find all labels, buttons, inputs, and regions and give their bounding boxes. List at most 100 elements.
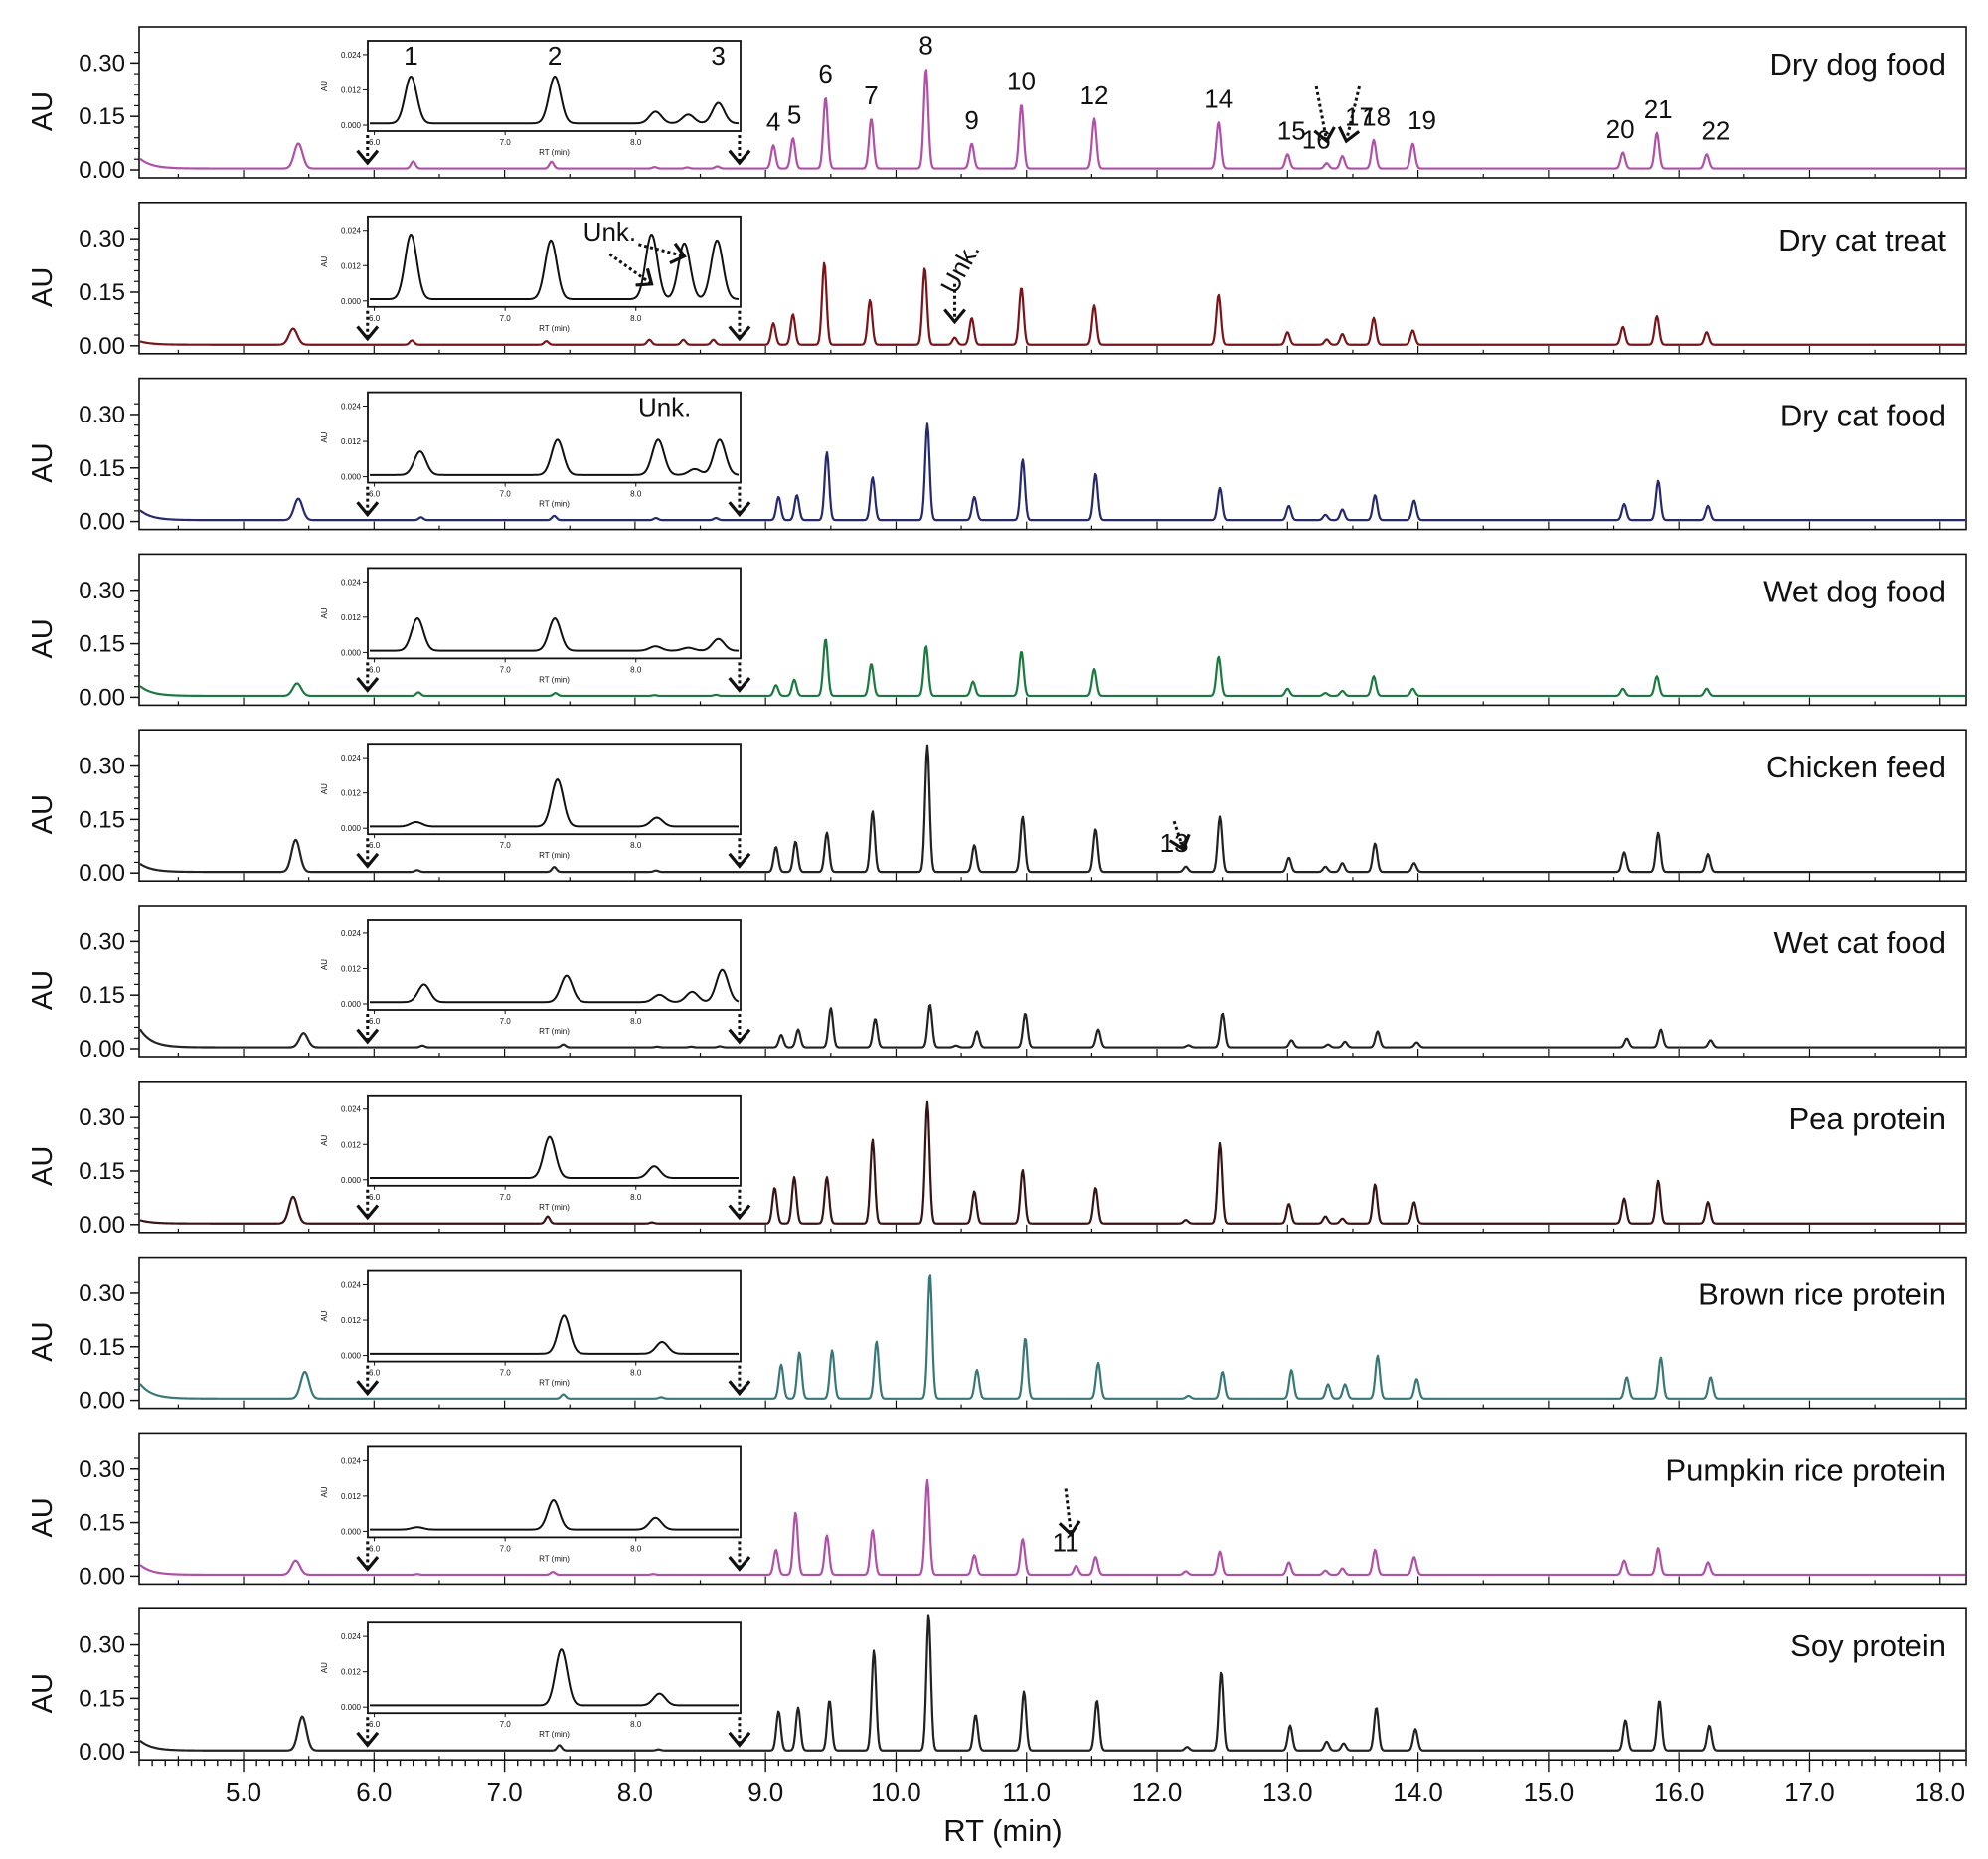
zoom-range-arrow-head <box>356 1731 380 1748</box>
x-tick-label: 8.0 <box>617 1777 653 1807</box>
y-tick-label: 0.30 <box>79 402 125 428</box>
panel-pea-protein: 0.00 0.15 0.30 AU Pea protein 0.000 0.012 0.024… <box>27 1081 1967 1239</box>
y-axis-label: AU <box>27 267 59 307</box>
unk-arrow-c <box>943 283 966 325</box>
panel-frame <box>138 202 1967 355</box>
zoom-range-arrow <box>728 662 751 693</box>
zoom-range-arrow <box>728 1717 751 1748</box>
unk-arrow-a <box>608 253 654 287</box>
inset-x-tick-label: 7.0 <box>500 1720 512 1729</box>
inset-peak-label: 2 <box>548 41 562 71</box>
zoom-range-arrow <box>356 1189 380 1221</box>
peak-label: 12 <box>1080 81 1109 110</box>
inset-y-tick-label: 0.012 <box>341 613 362 622</box>
inset: 0.000 0.012 0.024 AU 6.0 7.0 8.0 RT (min) <box>320 1094 742 1212</box>
peak-17-arrow-head <box>1337 125 1361 144</box>
inset-x-tick-label: 6.0 <box>369 138 381 147</box>
peak-11-arrow <box>1058 1488 1081 1537</box>
zoom-range-arrow <box>356 1014 380 1045</box>
unk-arrow-a-shaft <box>608 253 653 286</box>
panel-frame <box>138 905 1967 1058</box>
panel-frame <box>138 1081 1967 1234</box>
panel-wet-dog-food: 0.00 0.15 0.30 AU Wet dog food 0.000 0.012 0.02… <box>27 553 1967 711</box>
inset-y-tick-label: 0.000 <box>341 1703 362 1712</box>
x-tick-label: 15.0 <box>1524 1777 1574 1807</box>
inset-x-tick-label: 8.0 <box>630 1544 642 1553</box>
inset: 0.000 0.012 0.024 AU 6.0 7.0 8.0 RT (min) Unk. <box>320 391 742 509</box>
inset: 0.000 0.012 0.024 AU 6.0 7.0 8.0 RT (min) <box>320 1621 742 1739</box>
y-axis-label: AU <box>27 794 59 834</box>
y-tick-label: 0.15 <box>79 279 125 306</box>
series-name: Wet dog food <box>1763 574 1946 608</box>
inset-trace-line <box>370 1314 739 1355</box>
inset-y-axis-label: AU <box>320 431 329 442</box>
zoom-range-arrow <box>728 1365 751 1397</box>
trace-line <box>139 1478 1966 1577</box>
zoom-range-arrow-head <box>356 1204 380 1221</box>
zoom-range-arrow <box>356 662 380 693</box>
inset-frame <box>367 40 742 132</box>
x-tick-label: 10.0 <box>871 1777 921 1807</box>
inset: 0.000 0.012 0.024 AU 6.0 7.0 8.0 RT (min) <box>320 1269 742 1388</box>
zoom-range-arrow <box>728 838 751 869</box>
peak-label: 5 <box>787 100 801 130</box>
peak-label: 8 <box>918 31 932 61</box>
inset-x-tick-label: 6.0 <box>369 314 381 323</box>
inset-y-axis-label: AU <box>320 81 329 91</box>
zoom-range-arrow <box>356 838 380 869</box>
inset-y-tick-label: 0.000 <box>341 824 362 833</box>
inset-y-tick-label: 0.024 <box>341 403 362 412</box>
trace-line <box>139 422 1966 522</box>
x-tick-label: 5.0 <box>226 1777 261 1807</box>
inset-y-tick-label: 0.024 <box>341 930 362 938</box>
x-tick-label: 17.0 <box>1784 1777 1835 1807</box>
peak-label: 11 <box>1053 1527 1079 1557</box>
y-tick-label: 0.15 <box>79 1334 125 1361</box>
zoom-range-arrow-head <box>728 1204 751 1221</box>
inset-x-axis-label: RT (min) <box>539 1379 570 1388</box>
series-name: Chicken feed <box>1766 750 1946 784</box>
inset-y-tick-label: 0.024 <box>341 1281 362 1290</box>
inset-x-tick-label: 7.0 <box>500 1017 512 1026</box>
peak-label: 4 <box>766 107 780 137</box>
inset-x-axis-label: RT (min) <box>539 324 570 333</box>
inset-x-axis-label: RT (min) <box>539 851 570 860</box>
inset-trace-line <box>370 968 740 1004</box>
inset-y-axis-label: AU <box>320 1135 329 1146</box>
zoom-range-arrow-head <box>728 1731 751 1748</box>
zoom-range-arrow <box>728 1189 751 1221</box>
y-tick-label: 0.15 <box>79 1510 125 1537</box>
peak-16-arrow <box>1313 85 1336 144</box>
y-tick-label: 0.30 <box>79 1456 125 1483</box>
peak-label: 15 <box>1277 116 1306 146</box>
panel-frame <box>138 553 1967 707</box>
inset-x-tick-label: 7.0 <box>500 665 512 674</box>
zoom-range-arrow <box>356 1717 380 1748</box>
peak-label: 7 <box>864 81 878 110</box>
inset: 0.000 0.012 0.024 AU 6.0 7.0 8.0 RT (min) 1 2 3 <box>320 40 742 157</box>
y-axis-label: AU <box>27 442 59 482</box>
zoom-range-arrow-head <box>356 325 380 342</box>
inset-y-tick-label: 0.012 <box>341 1316 362 1325</box>
x-axis: 5.0 6.0 7.0 8.0 9.0 10.0 11.0 12.0 13.0 14.0 15.0 1… <box>138 1760 1967 1848</box>
panel-dry-cat-food: 0.00 0.15 0.30 AU Dry cat food 0.000 0.012 0.02… <box>27 377 1967 536</box>
y-tick-label: 0.15 <box>79 631 125 658</box>
y-tick-label: 0.00 <box>79 509 125 536</box>
y-tick-label: 0.30 <box>79 50 125 77</box>
inset-x-axis-label: RT (min) <box>539 148 570 157</box>
y-tick-label: 0.15 <box>79 806 125 833</box>
y-tick-label: 0.00 <box>79 1388 125 1415</box>
inset-y-axis-label: AU <box>320 959 329 970</box>
inset: 0.000 0.012 0.024 AU 6.0 7.0 8.0 RT (min) Unk. <box>320 215 742 333</box>
trace-line <box>139 744 1966 874</box>
trace-line <box>139 1274 1966 1400</box>
x-tick-label: 11.0 <box>1002 1777 1051 1807</box>
inset-x-tick-label: 8.0 <box>630 1193 642 1202</box>
inset-x-axis-label: RT (min) <box>539 675 570 684</box>
y-tick-label: 0.30 <box>79 1632 125 1659</box>
inset-x-axis-label: RT (min) <box>539 1203 570 1212</box>
inset-y-tick-label: 0.000 <box>341 648 362 657</box>
zoom-range-arrow <box>356 310 380 342</box>
inset-x-tick-label: 8.0 <box>630 138 642 147</box>
